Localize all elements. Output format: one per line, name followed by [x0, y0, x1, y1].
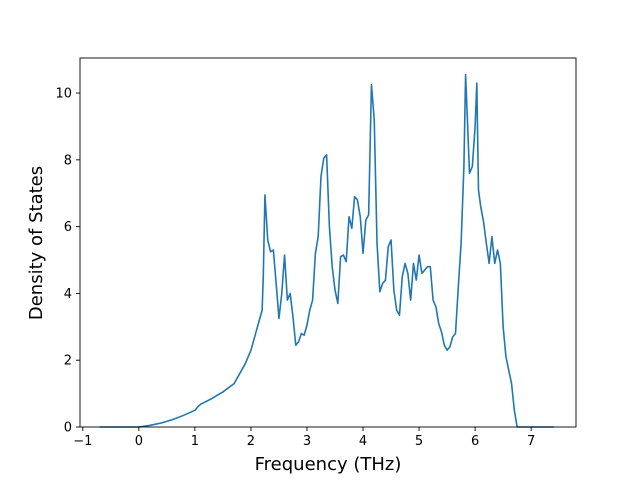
x-tick-label: 3	[303, 434, 311, 449]
x-tick-label: 7	[527, 434, 535, 449]
x-axis-label: Frequency (THz)	[255, 454, 402, 475]
y-tick-label: 4	[64, 287, 72, 302]
y-tick-label: 10	[55, 87, 72, 102]
y-tick-label: 6	[64, 220, 72, 235]
y-axis-label: Density of States	[26, 166, 47, 320]
axes-frame	[79, 57, 577, 428]
x-tick-label: 0	[135, 434, 143, 449]
y-tick-label: 2	[64, 354, 72, 369]
x-tick-label: 1	[191, 434, 199, 449]
x-tick-label: −1	[73, 434, 92, 449]
series-line-0	[99, 73, 554, 428]
x-tick-label: 5	[415, 434, 423, 449]
y-tick-label: 8	[64, 153, 72, 168]
x-tick-label: 6	[471, 434, 479, 449]
x-tick-label: 2	[247, 434, 255, 449]
plot-area	[79, 57, 577, 428]
y-tick-label: 0	[64, 421, 72, 436]
x-tick-label: 4	[359, 434, 367, 449]
